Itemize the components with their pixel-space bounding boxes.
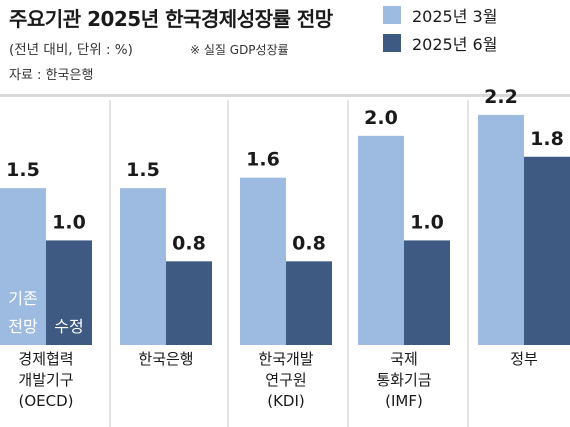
bar-june-0 xyxy=(46,240,92,345)
value-label-march-0: 1.5 xyxy=(6,159,40,181)
chart-note: ※ 실질 GDP성장률 xyxy=(190,43,289,57)
value-label-march-3: 2.0 xyxy=(364,107,398,129)
value-label-march-1: 1.5 xyxy=(126,159,160,181)
value-label-june-4: 1.8 xyxy=(530,128,564,150)
bar-march-3 xyxy=(358,135,404,345)
inbar-label-existing-line-0: 기존 xyxy=(8,289,37,308)
value-label-march-4: 2.2 xyxy=(484,86,518,108)
value-label-june-0: 1.0 xyxy=(52,211,86,233)
value-label-june-3: 1.0 xyxy=(410,211,444,233)
legend-label-june: 2025년 6월 xyxy=(412,35,497,54)
inbar-label-existing-line-1: 전망 xyxy=(8,317,38,336)
legend-label-march: 2025년 3월 xyxy=(412,7,497,26)
value-label-june-1: 0.8 xyxy=(172,232,206,254)
bar-march-2 xyxy=(240,177,286,345)
category-label-2-line-0: 한국개발 xyxy=(258,350,313,368)
chart-subtitle: (전년 대비, 단위 : %) xyxy=(9,42,133,58)
bar-june-3 xyxy=(404,240,450,345)
legend: 2025년 3월 2025년 6월 xyxy=(383,6,497,54)
category-label-2-line-2: (KDI) xyxy=(267,392,305,410)
value-label-june-2: 0.8 xyxy=(292,232,326,254)
value-labels: 1.5 1.0 1.5 0.8 1.6 0.8 2.0 1.0 2.2 1.8 xyxy=(6,86,564,254)
legend-swatch-march xyxy=(383,6,401,24)
bar-june-1 xyxy=(166,261,212,345)
bar-june-4 xyxy=(524,156,570,345)
legend-swatch-june xyxy=(383,34,401,52)
category-label-0-line-2: (OECD) xyxy=(18,392,73,410)
category-label-3-line-1: 통화기금 xyxy=(376,371,431,389)
chart-source: 자료 : 한국은행 xyxy=(9,67,93,83)
bar-march-0 xyxy=(0,188,46,345)
bar-june-2 xyxy=(286,261,332,345)
bar-march-1 xyxy=(120,188,166,345)
category-label-3-line-2: (IMF) xyxy=(385,392,423,410)
category-label-0-line-1: 개발기구 xyxy=(18,371,73,389)
header-divider xyxy=(0,94,570,97)
chart-title: 주요기관 2025년 한국경제성장률 전망 xyxy=(9,7,334,31)
category-label-4-line-0: 정부 xyxy=(510,350,538,368)
category-label-2-line-1: 연구원 xyxy=(265,371,306,389)
category-label-0-line-0: 경제협력 xyxy=(18,350,73,368)
bars xyxy=(0,114,570,346)
value-label-march-2: 1.6 xyxy=(246,149,280,171)
category-separators xyxy=(109,100,469,427)
category-label-3-line-0: 국제 xyxy=(390,350,418,368)
category-label-1-line-0: 한국은행 xyxy=(138,350,193,368)
inbar-label-revised: 수정 xyxy=(54,317,83,336)
bar-march-4 xyxy=(478,114,524,346)
